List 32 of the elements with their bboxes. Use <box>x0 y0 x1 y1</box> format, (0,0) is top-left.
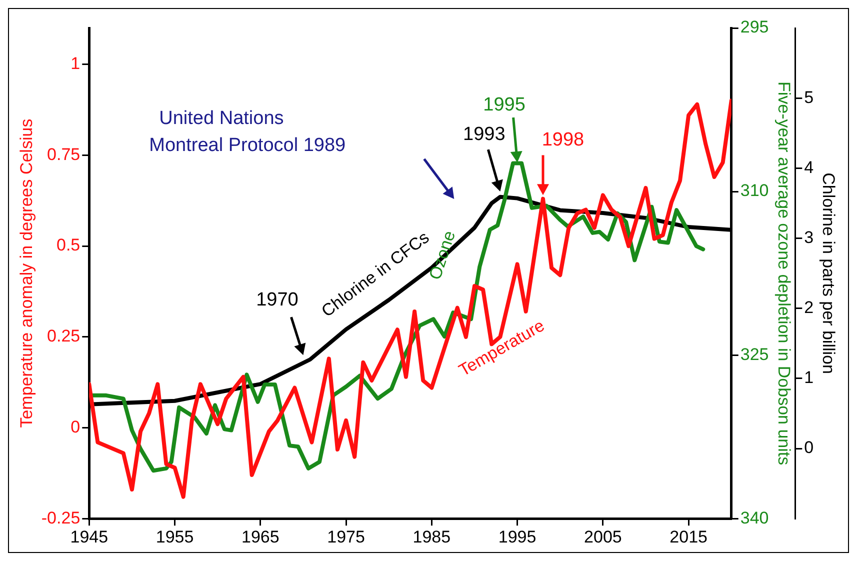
y3-tick-label: 3 <box>804 228 814 247</box>
y3-tick-label: 5 <box>804 88 814 107</box>
annotation: 1998 <box>542 129 584 150</box>
y-tick-label: 0.75 <box>47 144 80 164</box>
x-tick-label: 1995 <box>498 527 536 546</box>
y-tick-label: 0 <box>70 417 80 436</box>
x-tick-label: 1955 <box>156 527 194 546</box>
y2-axis-title: Five-year average ozone depletion in Dobson units <box>774 81 794 466</box>
y-tick-label: -0.25 <box>41 508 80 528</box>
y-tick-label: 0.5 <box>56 236 80 255</box>
y2-tick-label: 310 <box>740 181 769 200</box>
x-tick-label: 1965 <box>241 527 280 546</box>
y3-axis-title: Chlorine in parts per billion <box>819 172 838 374</box>
annotation: 1993 <box>463 124 506 145</box>
y2-tick-label: 340 <box>740 508 769 528</box>
y2-tick-label: 295 <box>740 18 769 37</box>
x-tick-label: 2005 <box>584 527 622 546</box>
y3-tick-label: 0 <box>804 438 814 458</box>
annotation: 1995 <box>483 94 526 116</box>
y-axis-title: Temperature anomaly in degrees Celsius <box>16 118 36 428</box>
annotation: 1970 <box>256 289 298 310</box>
y3-tick-label: 2 <box>804 298 814 318</box>
annotation: United Nations Montreal Protocol 1989 <box>149 108 346 156</box>
x-tick-label: 1945 <box>70 527 108 546</box>
x-tick-label: 2015 <box>670 527 708 546</box>
y-tick-label: 0.25 <box>47 326 80 346</box>
y2-tick-label: 325 <box>740 344 769 364</box>
y3-tick-label: 4 <box>804 158 814 177</box>
y3-tick-label: 1 <box>804 368 814 388</box>
x-tick-label: 1975 <box>327 527 365 546</box>
x-tick-label: 1985 <box>412 527 451 546</box>
y-tick-label: 1 <box>70 54 80 74</box>
